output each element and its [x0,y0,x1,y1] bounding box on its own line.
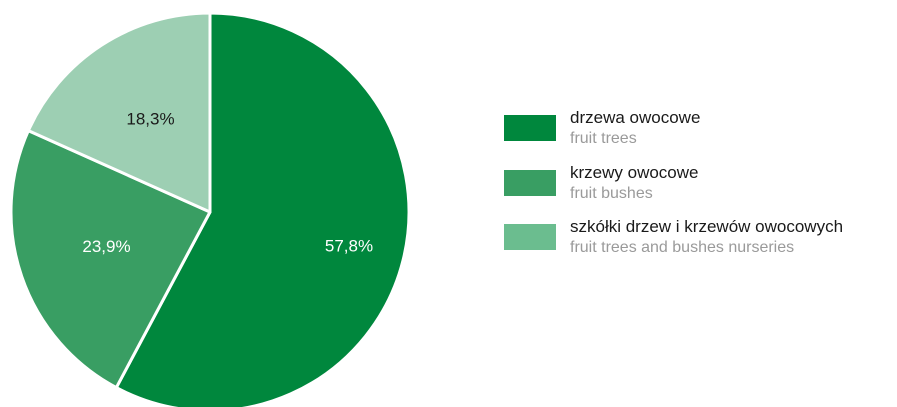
legend-label-english: fruit bushes [570,183,699,204]
legend-item-fruit-trees: drzewa owocowe fruit trees [504,107,894,159]
legend-swatch [504,115,556,141]
legend-label: szkółki drzew i krzewów owocowych [570,216,843,237]
slice-label-fruit-bushes: 23,9% [82,237,130,256]
pie-slices [11,13,409,407]
legend-label-english: fruit trees [570,128,700,149]
legend-label: krzewy owocowe [570,162,699,183]
legend-label-english: fruit trees and bushes nurseries [570,237,843,258]
legend-swatch [504,224,556,250]
chart-legend: drzewa owocowe fruit trees krzewy owocow… [504,107,894,268]
legend-label: drzewa owocowe [570,107,700,128]
legend-item-fruit-bushes: krzewy owocowe fruit bushes [504,162,894,214]
slice-label-nurseries: 18,3% [126,110,174,129]
slice-label-fruit-trees: 57,8% [325,236,373,255]
legend-item-nurseries: szkółki drzew i krzewów owocowych fruit … [504,216,894,268]
legend-swatch [504,170,556,196]
